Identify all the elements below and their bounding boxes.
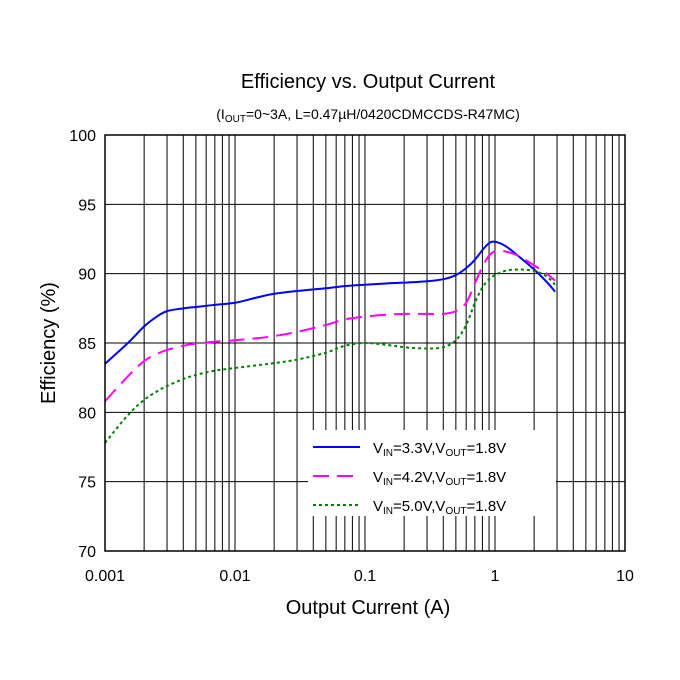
legend-text-part: =1.8V [467, 498, 507, 515]
series-vin-3v3-line [104, 240, 556, 365]
y-tick-label: 80 [78, 405, 96, 422]
legend-subscript: IN [383, 506, 393, 517]
y-tick-label: 100 [69, 128, 96, 145]
legend-text-part: =4.2V,V [393, 469, 445, 486]
x-tick-label: 10 [616, 568, 634, 585]
legend-text-part: V [373, 469, 383, 486]
y-tick-label: 85 [78, 336, 96, 353]
x-tick-label: 0.01 [219, 568, 250, 585]
chart-subtitle: (IOUT=0~3A, L=0.47µH/0420CDMCCDS-R47MC) [216, 106, 519, 125]
x-tick-label: 0.1 [354, 568, 376, 585]
legend-entry-vin-4v2: VIN=4.2V,VOUT=1.8V [373, 469, 506, 488]
chart-title: Efficiency vs. Output Current [241, 71, 496, 93]
subtitle-prefix: (I [216, 106, 225, 122]
x-tick-label: 1 [491, 568, 500, 585]
legend-text-part: V [373, 498, 383, 515]
legend-text-part: =3.3V,V [393, 440, 445, 457]
legend-subscript: OUT [445, 448, 466, 459]
legend-subscript: IN [383, 477, 393, 488]
legend-subscript: OUT [445, 477, 466, 488]
subtitle-suffix: =0~3A, L=0.47µH/0420CDMCCDS-R47MC) [246, 106, 520, 122]
subtitle-subscript: OUT [225, 114, 246, 125]
legend-entry-vin-3v3: VIN=3.3V,VOUT=1.8V [373, 440, 506, 459]
legend-text-part: V [373, 440, 383, 457]
y-tick-label: 95 [78, 197, 96, 214]
x-tick-label: 0.001 [85, 568, 125, 585]
y-tick-labels: 70 75 80 85 90 95 100 [69, 128, 96, 561]
legend-subscript: OUT [445, 506, 466, 517]
legend-text-part: =5.0V,V [393, 498, 445, 515]
legend-entry-vin-5v0: VIN=5.0V,VOUT=1.8V [373, 498, 506, 517]
y-tick-label: 70 [78, 544, 96, 561]
series-vin-5v0-line [104, 268, 556, 444]
legend-text-part: =1.8V [467, 440, 507, 457]
legend: VIN=3.3V,VOUT=1.8VVIN=4.2V,VOUT=1.8VVIN=… [308, 430, 556, 517]
x-tick-labels: 0.001 0.01 0.1 1 10 [85, 568, 634, 585]
x-axis-label: Output Current (A) [286, 597, 451, 619]
legend-text-part: =1.8V [467, 469, 507, 486]
plot-frame [104, 134, 626, 552]
legend-background [308, 430, 556, 516]
series-vin-4v2-line [104, 249, 556, 402]
series-group [104, 240, 556, 444]
legend-subscript: IN [383, 448, 393, 459]
y-axis-label: Efficiency (%) [38, 282, 60, 404]
y-tick-label: 90 [78, 267, 96, 284]
y-tick-label: 75 [78, 475, 96, 492]
